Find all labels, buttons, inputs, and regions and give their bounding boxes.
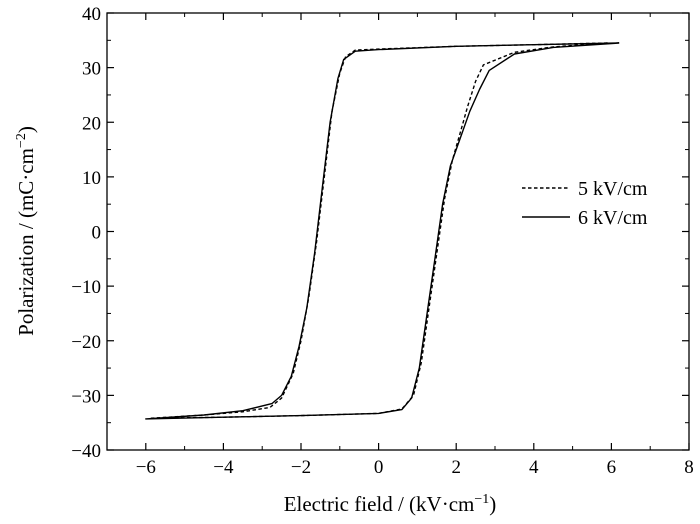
y-tick-label: 40 xyxy=(82,4,101,25)
y-tick-label: 0 xyxy=(92,223,102,244)
y-tick-label: 10 xyxy=(82,168,101,189)
x-tick-labels: −6 −4 −2 0 2 4 6 8 xyxy=(136,457,694,478)
y-tick-label: −10 xyxy=(71,277,101,298)
legend-label-5kv: 5 kV/cm xyxy=(578,178,648,200)
x-tick-label: −6 xyxy=(136,457,156,478)
series-0-loop xyxy=(149,42,608,419)
y-axis-title-end: ) xyxy=(14,126,38,133)
y-tick-label: −40 xyxy=(71,441,101,462)
x-tick-label: 2 xyxy=(451,457,461,478)
y-tick-label: 30 xyxy=(82,59,101,80)
y-tick-label: 20 xyxy=(82,113,101,134)
x-tick-label: 8 xyxy=(684,457,694,478)
y-tick-labels: −40 −30 −20 −10 0 10 20 30 40 xyxy=(71,4,101,462)
y-axis-title-main: Polarization / (mC·cm xyxy=(14,148,38,336)
axis-ticks xyxy=(106,12,690,451)
y-tick-label: −20 xyxy=(71,332,101,353)
legend-label-6kv: 6 kV/cm xyxy=(578,207,648,229)
x-tick-label: 4 xyxy=(529,457,539,478)
x-axis-title-end: ) xyxy=(489,492,496,516)
x-axis-title-main: Electric field / (kV·cm xyxy=(284,492,475,516)
x-tick-label: −2 xyxy=(291,457,311,478)
series-1-loop xyxy=(145,42,620,420)
x-tick-label: 6 xyxy=(607,457,617,478)
y-axis-title: Polarization / (mC·cm−2) xyxy=(14,126,38,336)
y-axis-title-superscript: −2 xyxy=(14,133,29,148)
y-tick-label: −30 xyxy=(71,386,101,407)
plot-frame xyxy=(106,12,690,451)
x-axis-title: Electric field / (kV·cm−1) xyxy=(284,492,497,516)
legend: 5 kV/cm 6 kV/cm xyxy=(522,178,648,229)
series-layer xyxy=(145,42,620,420)
x-tick-label: 0 xyxy=(374,457,384,478)
x-tick-label: −4 xyxy=(213,457,234,478)
x-axis-title-superscript: −1 xyxy=(474,492,489,507)
